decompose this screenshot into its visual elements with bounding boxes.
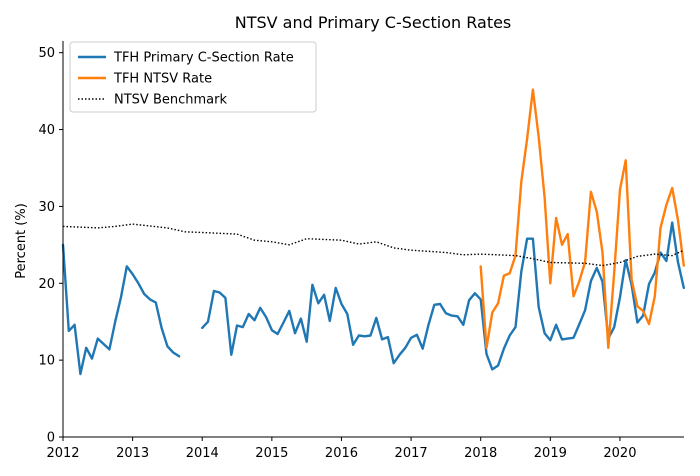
series-line-benchmark-segment-1 <box>62 223 685 267</box>
x-tick-label-2017: 2017 <box>395 446 428 461</box>
y-tick-label-40: 40 <box>38 123 55 138</box>
legend-frame <box>69 41 317 113</box>
x-tick-label-2012: 2012 <box>46 446 79 461</box>
series-line-primary-segment-2 <box>200 221 685 371</box>
x-tick-label-2020: 2020 <box>603 446 636 461</box>
y-tick-label-0: 0 <box>47 431 55 446</box>
y-tick-label-10: 10 <box>38 354 55 369</box>
x-tick-label-2015: 2015 <box>255 446 288 461</box>
x-tick-label-2013: 2013 <box>116 446 149 461</box>
legend-label-benchmark: NTSV Benchmark <box>114 93 227 108</box>
chart-title: NTSV and Primary C-Section Rates <box>235 13 512 32</box>
legend: TFH Primary C-Section Rate TFH NTSV Rate… <box>69 41 317 113</box>
y-tick-label-30: 30 <box>38 200 55 215</box>
x-tick-label-2018: 2018 <box>464 446 497 461</box>
x-tick-label-2014: 2014 <box>186 446 219 461</box>
y-tick-label-20: 20 <box>38 277 55 292</box>
legend-label-primary: TFH Primary C-Section Rate <box>113 51 294 66</box>
x-tick-label-2016: 2016 <box>325 446 358 461</box>
x-tick-label-2019: 2019 <box>534 446 567 461</box>
y-axis-label: Percent (%) <box>14 203 29 279</box>
y-tick-label-50: 50 <box>38 46 55 61</box>
legend-label-ntsv: TFH NTSV Rate <box>113 72 212 87</box>
series-line-ntsv-segment-1 <box>479 88 685 349</box>
series-layer <box>61 88 685 376</box>
series-line-primary-segment-1 <box>61 243 181 376</box>
axes-layer: 0 10 20 30 40 50 2012 2013 2014 2015 2016 2017 2018 2… <box>38 41 684 461</box>
